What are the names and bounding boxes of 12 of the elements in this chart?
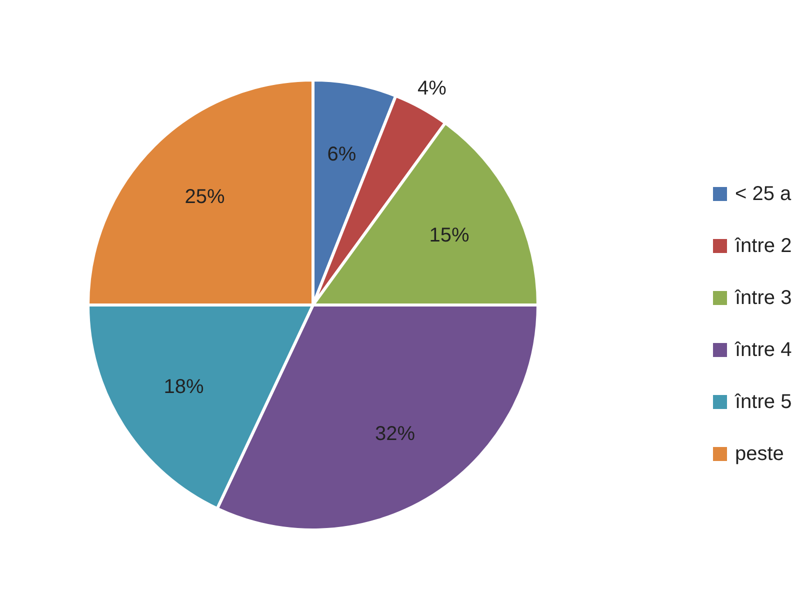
data-label: 32%	[374, 423, 416, 446]
legend-label: între 2	[735, 234, 792, 258]
data-label: 18%	[164, 376, 204, 398]
legend-label: între 4	[735, 338, 792, 362]
data-label: 15%	[429, 224, 470, 247]
data-label: 25%	[184, 186, 226, 208]
legend-label: peste	[735, 442, 784, 466]
legend-label: între 5	[735, 390, 792, 414]
data-label: 4%	[418, 78, 447, 100]
data-label: 6%	[327, 144, 356, 166]
legend-label: < 25 a	[735, 182, 792, 206]
legend-label: între 3	[735, 286, 792, 310]
